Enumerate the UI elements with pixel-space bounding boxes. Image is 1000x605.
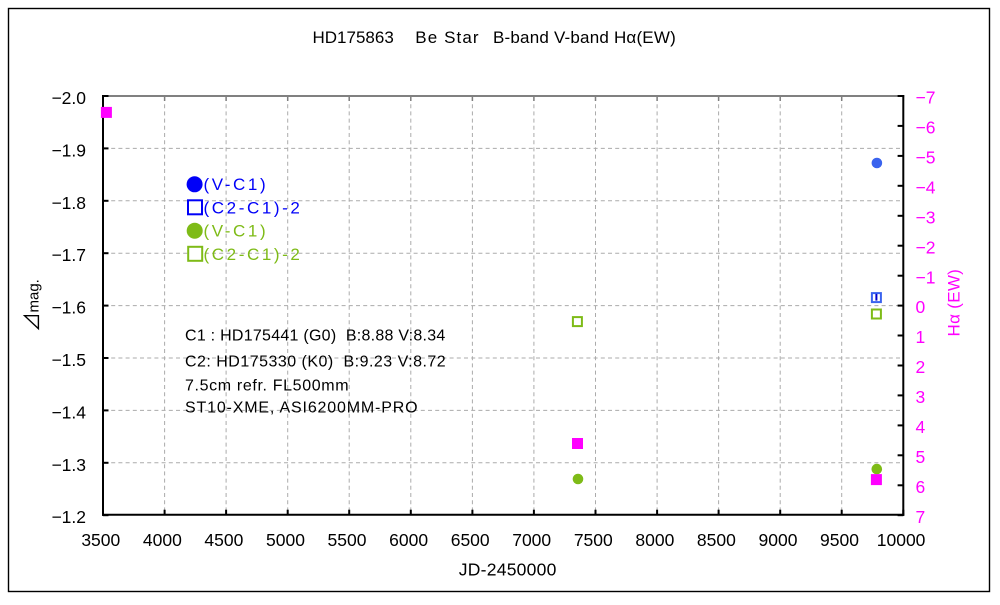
svg-text:10000: 10000 — [877, 530, 926, 550]
svg-text:2: 2 — [916, 357, 926, 377]
svg-text:(C2-C1)-2: (C2-C1)-2 — [204, 198, 303, 217]
svg-text:3500: 3500 — [81, 530, 120, 550]
svg-text:JD-2450000: JD-2450000 — [459, 560, 557, 580]
svg-text:−1.4: −1.4 — [51, 402, 86, 422]
svg-text:ST10-XME, ASI6200MM-PRO: ST10-XME, ASI6200MM-PRO — [185, 400, 418, 417]
svg-text:(V-C1): (V-C1) — [204, 222, 269, 241]
svg-text:−4: −4 — [916, 177, 936, 197]
svg-text:8500: 8500 — [697, 530, 736, 550]
svg-text:−1.8: −1.8 — [51, 193, 86, 213]
svg-text:4500: 4500 — [204, 530, 243, 550]
svg-text:5500: 5500 — [328, 530, 367, 550]
svg-text:(V-C1): (V-C1) — [204, 175, 269, 194]
svg-text:7: 7 — [916, 507, 926, 527]
svg-text:−1.7: −1.7 — [51, 245, 86, 265]
svg-text:1: 1 — [916, 327, 926, 347]
svg-text:9000: 9000 — [759, 530, 798, 550]
svg-text:−1.3: −1.3 — [51, 455, 86, 475]
svg-text:8000: 8000 — [635, 530, 674, 550]
svg-text:3: 3 — [916, 387, 926, 407]
svg-text:7500: 7500 — [574, 530, 613, 550]
svg-text:0: 0 — [916, 297, 926, 317]
svg-text:−1.9: −1.9 — [51, 140, 86, 160]
svg-text:9500: 9500 — [820, 530, 859, 550]
svg-text:C1 : HD175441 (G0) B:8.88 V:8: C1 : HD175441 (G0) B:8.88 V:8.34 — [185, 328, 446, 345]
svg-text:mag.: mag. — [26, 279, 43, 312]
svg-text:6500: 6500 — [451, 530, 490, 550]
svg-text:−1.5: −1.5 — [51, 350, 86, 370]
svg-text:4: 4 — [916, 417, 926, 437]
svg-text:−2: −2 — [916, 237, 936, 257]
svg-text:(C2-C1)-2: (C2-C1)-2 — [204, 245, 303, 264]
svg-text:−1.6: −1.6 — [51, 298, 86, 318]
svg-text:5000: 5000 — [266, 530, 305, 550]
svg-text:−3: −3 — [916, 207, 936, 227]
svg-text:4000: 4000 — [143, 530, 182, 550]
svg-text:6000: 6000 — [389, 530, 428, 550]
svg-text:−7: −7 — [916, 88, 936, 108]
svg-text:−1: −1 — [916, 267, 936, 287]
svg-text:Hα (EW): Hα (EW) — [945, 269, 964, 337]
svg-text:−2.0: −2.0 — [51, 88, 86, 108]
svg-text:−5: −5 — [916, 148, 936, 168]
svg-text:−6: −6 — [916, 118, 936, 138]
svg-text:−1.2: −1.2 — [51, 507, 86, 527]
svg-text:7000: 7000 — [512, 530, 551, 550]
svg-text:6: 6 — [916, 477, 926, 497]
svg-text:C2: HD175330 (K0) B:9.23 V:8.: C2: HD175330 (K0) B:9.23 V:8.72 — [185, 354, 446, 371]
svg-text:5: 5 — [916, 447, 926, 467]
svg-text:7.5cm refr. FL500mm: 7.5cm refr. FL500mm — [185, 378, 349, 395]
